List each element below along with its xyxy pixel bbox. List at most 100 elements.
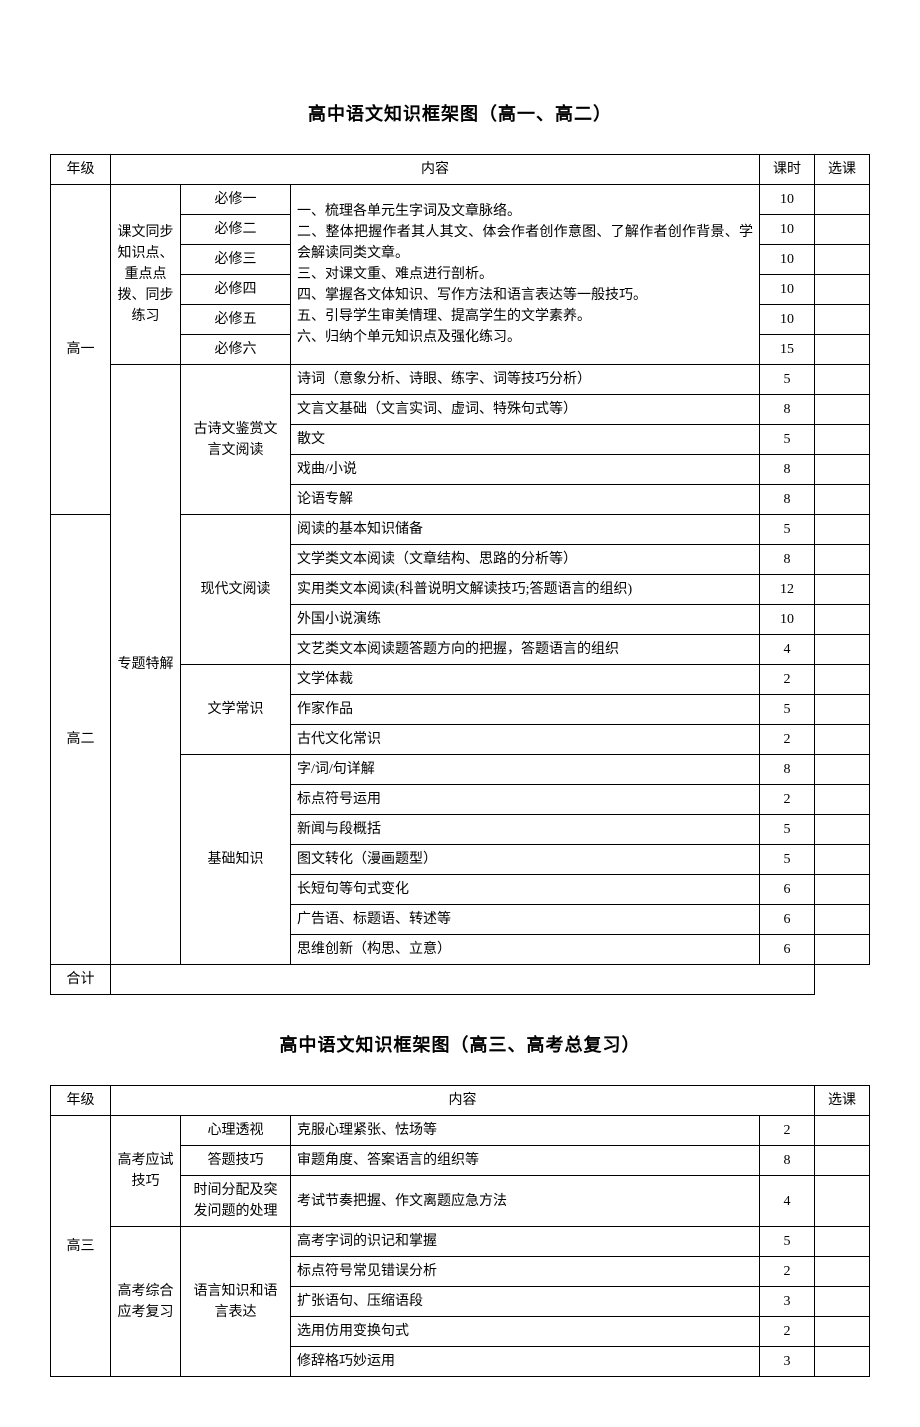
cell-desc: 选用仿用变换句式 bbox=[291, 1317, 760, 1347]
cell-cat-special: 专题特解 bbox=[111, 365, 181, 965]
cell-desc: 实用类文本阅读(科普说明文解读技巧;答题语言的组织) bbox=[291, 575, 760, 605]
page-title-1: 高中语文知识框架图（高一、高二） bbox=[50, 100, 870, 126]
cell-hours: 5 bbox=[760, 815, 815, 845]
cell-desc: 克服心理紧张、怯场等 bbox=[291, 1116, 760, 1146]
cell-desc: 文学体裁 bbox=[291, 665, 760, 695]
cell-cat-sync: 课文同步知识点、重点点拨、同步练习 bbox=[111, 185, 181, 365]
cell-sync-desc: 一、梳理各单元生字词及文章脉络。 二、整体把握作者其人其文、体会作者创作意图、了… bbox=[291, 185, 760, 365]
th-hours: 课时 bbox=[760, 155, 815, 185]
cell-desc: 古代文化常识 bbox=[291, 725, 760, 755]
cell-sub-poetry: 古诗文鉴赏文言文阅读 bbox=[181, 365, 291, 515]
cell-sub-modern: 现代文阅读 bbox=[181, 515, 291, 665]
cell-sub: 必修六 bbox=[181, 335, 291, 365]
cell-hours: 2 bbox=[760, 1116, 815, 1146]
cell-pick bbox=[815, 1257, 870, 1287]
cell-pick bbox=[815, 1227, 870, 1257]
table-row-total: 合计 bbox=[51, 965, 870, 995]
cell-pick bbox=[815, 1146, 870, 1176]
th-content: 内容 bbox=[111, 1086, 815, 1116]
table-2: 年级 内容 选课 高三 高考应试技巧 心理透视 克服心理紧张、怯场等 2 答题技… bbox=[50, 1085, 870, 1377]
cell-sub: 必修四 bbox=[181, 275, 291, 305]
cell-total-span bbox=[111, 965, 815, 995]
cell-hours: 8 bbox=[760, 485, 815, 515]
cell-pick bbox=[815, 725, 870, 755]
cell-desc: 阅读的基本知识储备 bbox=[291, 515, 760, 545]
cell-grade-g2: 高二 bbox=[51, 515, 111, 965]
cell-sub: 答题技巧 bbox=[181, 1146, 291, 1176]
cell-pick bbox=[815, 545, 870, 575]
table-row: 高考综合应考复习 语言知识和语言表达 高考字词的识记和掌握 5 bbox=[51, 1227, 870, 1257]
th-pick: 选课 bbox=[815, 1086, 870, 1116]
cell-desc: 思维创新（构思、立意） bbox=[291, 935, 760, 965]
cell-desc: 文言文基础（文言实词、虚词、特殊句式等） bbox=[291, 395, 760, 425]
table-row: 高三 高考应试技巧 心理透视 克服心理紧张、怯场等 2 bbox=[51, 1116, 870, 1146]
table-header-row: 年级 内容 课时 选课 bbox=[51, 155, 870, 185]
cell-hours: 10 bbox=[760, 275, 815, 305]
th-pick: 选课 bbox=[815, 155, 870, 185]
cell-hours: 2 bbox=[760, 725, 815, 755]
cell-desc: 标点符号运用 bbox=[291, 785, 760, 815]
cell-pick bbox=[815, 485, 870, 515]
cell-desc: 外国小说演练 bbox=[291, 605, 760, 635]
cell-desc: 散文 bbox=[291, 425, 760, 455]
cell-pick bbox=[815, 605, 870, 635]
cell-sub: 必修二 bbox=[181, 215, 291, 245]
cell-pick bbox=[815, 875, 870, 905]
cell-pick bbox=[815, 575, 870, 605]
cell-pick bbox=[815, 305, 870, 335]
cell-desc: 长短句等句式变化 bbox=[291, 875, 760, 905]
page-title-2: 高中语文知识框架图（高三、高考总复习） bbox=[50, 1031, 870, 1057]
table-header-row: 年级 内容 选课 bbox=[51, 1086, 870, 1116]
cell-hours: 5 bbox=[760, 515, 815, 545]
cell-hours: 4 bbox=[760, 1176, 815, 1227]
cell-pick bbox=[815, 785, 870, 815]
cell-hours: 8 bbox=[760, 755, 815, 785]
cell-total-label: 合计 bbox=[51, 965, 111, 995]
cell-hours: 8 bbox=[760, 455, 815, 485]
cell-hours: 10 bbox=[760, 245, 815, 275]
cell-hours: 5 bbox=[760, 695, 815, 725]
cell-sub: 心理透视 bbox=[181, 1116, 291, 1146]
cell-pick bbox=[815, 935, 870, 965]
cell-desc: 新闻与段概括 bbox=[291, 815, 760, 845]
cell-hours: 4 bbox=[760, 635, 815, 665]
th-grade: 年级 bbox=[51, 1086, 111, 1116]
cell-desc: 文艺类文本阅读题答题方向的把握，答题语言的组织 bbox=[291, 635, 760, 665]
cell-desc: 高考字词的识记和掌握 bbox=[291, 1227, 760, 1257]
cell-hours: 2 bbox=[760, 1257, 815, 1287]
cell-pick bbox=[815, 1317, 870, 1347]
cell-pick bbox=[815, 515, 870, 545]
table-row: 专题特解 古诗文鉴赏文言文阅读 诗词（意象分析、诗眼、练字、词等技巧分析） 5 bbox=[51, 365, 870, 395]
cell-pick bbox=[815, 365, 870, 395]
cell-hours: 5 bbox=[760, 425, 815, 455]
cell-desc: 审题角度、答案语言的组织等 bbox=[291, 1146, 760, 1176]
cell-pick bbox=[815, 275, 870, 305]
cell-pick bbox=[815, 185, 870, 215]
cell-hours: 10 bbox=[760, 305, 815, 335]
cell-pick bbox=[815, 425, 870, 455]
cell-hours: 2 bbox=[760, 665, 815, 695]
cell-hours: 6 bbox=[760, 935, 815, 965]
table-row: 高一 课文同步知识点、重点点拨、同步练习 必修一 一、梳理各单元生字词及文章脉络… bbox=[51, 185, 870, 215]
cell-sub-literary: 文学常识 bbox=[181, 665, 291, 755]
cell-pick bbox=[815, 215, 870, 245]
cell-pick bbox=[815, 335, 870, 365]
cell-sub: 必修一 bbox=[181, 185, 291, 215]
cell-sub: 时间分配及突发问题的处理 bbox=[181, 1176, 291, 1227]
cell-sub-basic: 基础知识 bbox=[181, 755, 291, 965]
cell-desc: 考试节奏把握、作文离题应急方法 bbox=[291, 1176, 760, 1227]
cell-desc: 广告语、标题语、转述等 bbox=[291, 905, 760, 935]
cell-hours: 6 bbox=[760, 905, 815, 935]
cell-pick bbox=[815, 665, 870, 695]
cell-hours: 5 bbox=[760, 1227, 815, 1257]
cell-grade-g3: 高三 bbox=[51, 1116, 111, 1377]
cell-sub: 必修三 bbox=[181, 245, 291, 275]
cell-desc: 标点符号常见错误分析 bbox=[291, 1257, 760, 1287]
cell-desc: 论语专解 bbox=[291, 485, 760, 515]
cell-grade-g1: 高一 bbox=[51, 185, 111, 515]
table-1: 年级 内容 课时 选课 高一 课文同步知识点、重点点拨、同步练习 必修一 一、梳… bbox=[50, 154, 870, 995]
cell-hours: 3 bbox=[760, 1347, 815, 1377]
cell-pick bbox=[815, 1347, 870, 1377]
cell-hours: 12 bbox=[760, 575, 815, 605]
cell-hours: 10 bbox=[760, 185, 815, 215]
